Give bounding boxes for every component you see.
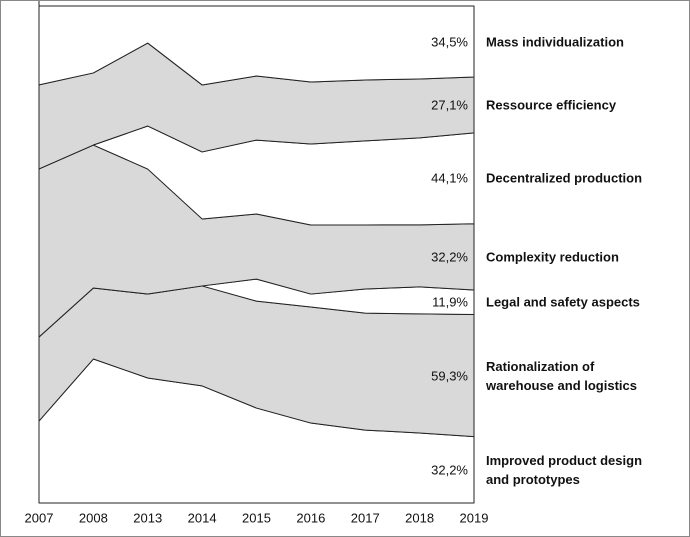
- x-tick-label: 2014: [188, 510, 217, 525]
- value-label: 32,2%: [431, 249, 468, 265]
- value-label: 34,5%: [431, 34, 468, 50]
- x-tick-label: 2018: [405, 510, 434, 525]
- x-tick-label: 2007: [25, 510, 54, 525]
- x-tick-label: 2019: [460, 510, 489, 525]
- x-tick-label: 2013: [133, 510, 162, 525]
- legend-label: Legal and safety aspects: [486, 294, 640, 310]
- x-tick-label: 2016: [296, 510, 325, 525]
- value-label: 27,1%: [431, 97, 468, 113]
- value-label: 11,9%: [432, 294, 468, 310]
- value-label: 32,2%: [431, 462, 468, 478]
- x-tick-label: 2017: [351, 510, 380, 525]
- legend-label: Improved product design and prototypes: [486, 452, 643, 487]
- value-label: 44,1%: [431, 170, 468, 186]
- legend-label: Decentralized production: [486, 170, 643, 186]
- legend-label: Ressource efficiency: [486, 97, 617, 113]
- value-label: 59,3%: [431, 368, 468, 384]
- legend-label: Complexity reduction: [486, 249, 619, 265]
- legend-label: Rationalization of warehouse and logisti…: [486, 358, 637, 393]
- x-tick-label: 2015: [242, 510, 271, 525]
- area: [38, 5, 475, 86]
- x-tick-label: 2008: [79, 510, 108, 525]
- legend-label: Mass individualization: [486, 34, 624, 50]
